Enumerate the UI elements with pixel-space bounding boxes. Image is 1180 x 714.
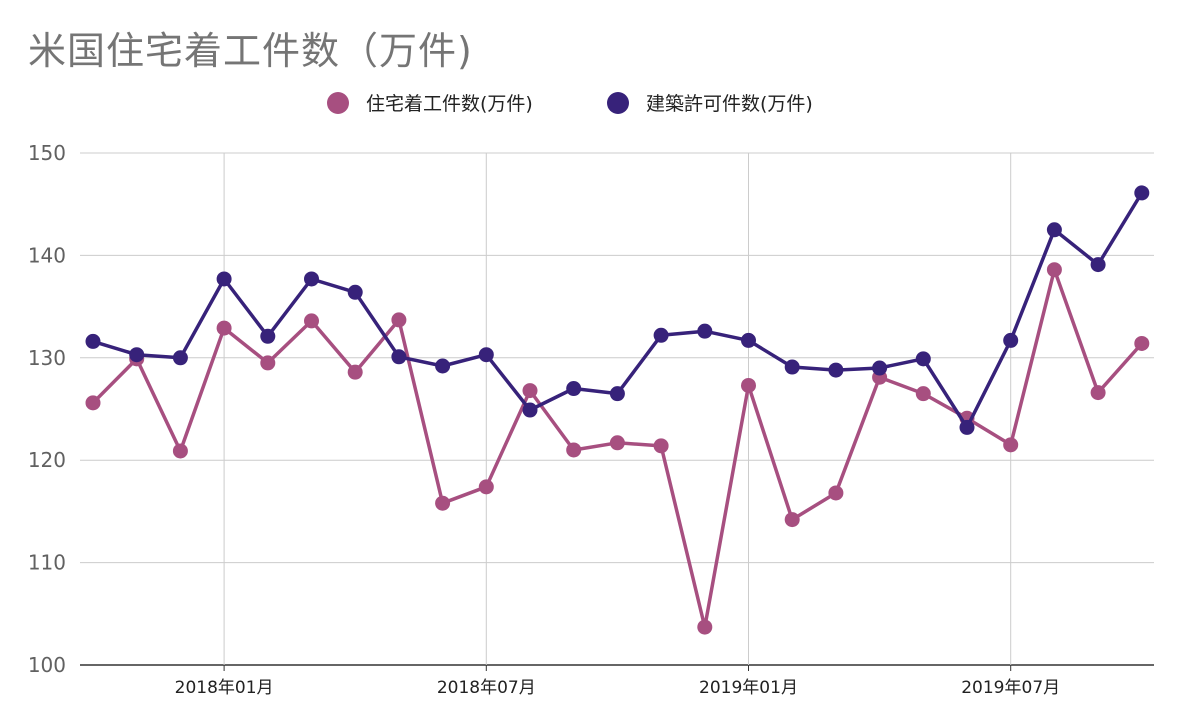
x-tick-label: 2018年07月: [437, 678, 536, 698]
data-point-series-2: [129, 347, 145, 363]
data-point-series-1: [653, 438, 669, 454]
data-point-series-2: [85, 333, 101, 349]
legend-marker-2: [607, 92, 629, 114]
data-point-series-1: [347, 364, 363, 380]
y-tick-label: 110: [28, 551, 66, 575]
data-point-series-2: [1090, 257, 1106, 273]
data-point-series-2: [522, 402, 538, 418]
data-point-series-2: [347, 284, 363, 300]
data-point-series-1: [697, 619, 713, 635]
legend: 住宅着工件数(万件) 建築許可件数(万件): [327, 92, 813, 115]
data-point-series-2: [609, 386, 625, 402]
data-point-series-2: [1003, 332, 1019, 348]
data-point-series-2: [1046, 222, 1062, 238]
data-point-series-2: [915, 351, 931, 367]
legend-label-1: 住宅着工件数(万件): [366, 93, 533, 115]
data-point-series-1: [566, 442, 582, 458]
data-point-series-2: [959, 419, 975, 435]
data-point-series-1: [304, 313, 319, 329]
data-point-series-1: [1046, 262, 1062, 278]
data-point-series-1: [741, 377, 756, 393]
data-point-series-1: [915, 386, 931, 402]
data-point-series-1: [784, 512, 800, 528]
data-point-series-1: [1134, 335, 1150, 351]
data-point-series-1: [522, 383, 538, 399]
data-point-series-2: [172, 350, 188, 366]
chart-title: 米国住宅着工件数（万件): [28, 29, 473, 73]
x-tick-label: 2019年01月: [699, 678, 798, 698]
series-layer: [85, 185, 1150, 635]
data-point-series-2: [391, 349, 407, 365]
data-point-series-2: [435, 358, 451, 374]
data-point-series-1: [1090, 385, 1106, 401]
data-point-series-1: [260, 355, 276, 371]
legend-marker-1: [327, 92, 349, 114]
y-tick-label: 120: [28, 448, 66, 472]
data-point-series-1: [172, 443, 188, 459]
data-point-series-1: [478, 479, 494, 495]
data-point-series-2: [260, 328, 276, 344]
data-point-series-2: [872, 360, 888, 376]
data-point-series-2: [216, 271, 232, 287]
grid-layer: [80, 152, 1154, 666]
data-point-series-1: [828, 485, 844, 501]
data-point-series-2: [741, 332, 756, 348]
data-point-series-1: [216, 320, 232, 336]
x-tick-label: 2019年07月: [961, 678, 1060, 698]
y-tick-label: 140: [28, 243, 66, 267]
axis-layer: 100 110 120 130 140 150 2018年01月 2018年07月 2019年0…: [28, 141, 1060, 698]
data-point-series-1: [435, 495, 451, 511]
y-tick-label: 130: [28, 346, 66, 370]
data-point-series-2: [697, 323, 713, 339]
data-point-series-2: [828, 362, 844, 378]
data-point-series-2: [784, 359, 800, 375]
data-point-series-1: [609, 435, 625, 451]
data-point-series-1: [391, 312, 407, 328]
data-point-series-2: [566, 381, 582, 397]
data-point-series-2: [1134, 185, 1150, 201]
x-tick-label: 2018年01月: [175, 678, 274, 698]
data-point-series-2: [478, 347, 494, 363]
data-point-series-1: [1003, 437, 1019, 453]
data-point-series-2: [304, 271, 319, 287]
legend-label-2: 建築許可件数(万件): [646, 93, 813, 115]
y-tick-label: 150: [28, 141, 66, 165]
data-point-series-1: [85, 395, 101, 411]
data-point-series-2: [653, 327, 669, 343]
y-tick-label: 100: [28, 653, 66, 677]
